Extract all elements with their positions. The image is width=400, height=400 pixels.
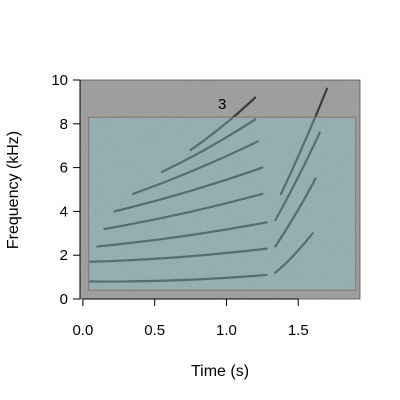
x-tick-label: 1.5 [288, 322, 309, 339]
harmonic-trace [274, 177, 317, 248]
x-tick-label: 1.0 [216, 322, 237, 339]
y-axis: 0 2 4 6 8 10 [51, 72, 81, 308]
y-tick-label: 8 [60, 116, 68, 133]
harmonic-trace [132, 140, 260, 195]
y-axis-label: Frequency (kHz) [5, 131, 22, 249]
y-tick-label: 2 [60, 247, 68, 264]
harmonic-trace [274, 232, 314, 274]
harmonic-trace [274, 131, 321, 222]
harmonic-trace [160, 118, 257, 174]
y-tick-label: 0 [60, 291, 68, 308]
y-tick-label: 6 [60, 160, 68, 177]
x-axis-label: Time (s) [191, 363, 249, 380]
harmonic-trace [113, 166, 264, 213]
harmonics-layer [88, 87, 329, 283]
y-tick-label: 10 [51, 72, 68, 89]
plot-area [80, 80, 360, 299]
harmonic-trace [88, 273, 268, 283]
x-axis: 0.0 0.5 1.0 1.5 [72, 298, 309, 339]
harmonic-trace [96, 221, 268, 248]
harmonic-trace [103, 192, 264, 231]
harmonic-trace [88, 247, 268, 263]
x-tick-label: 0.0 [72, 322, 93, 339]
harmonic-trace [279, 87, 329, 195]
spectrogram-noise [80, 80, 360, 299]
harmonic-trace [189, 96, 257, 152]
selection-box [88, 116, 357, 291]
x-tick-label: 0.5 [144, 322, 165, 339]
selection-annotation: 3 [218, 96, 226, 113]
y-tick-label: 4 [60, 203, 68, 220]
